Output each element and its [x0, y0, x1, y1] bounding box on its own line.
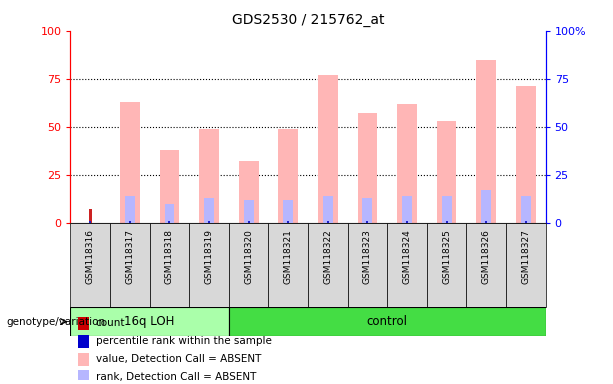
Bar: [525, 221, 527, 223]
Bar: [506, 223, 546, 307]
Text: GSM118321: GSM118321: [284, 230, 293, 285]
Bar: [78, 353, 89, 366]
Text: GSM118318: GSM118318: [165, 230, 174, 285]
Text: GSM118320: GSM118320: [244, 230, 253, 285]
Bar: [248, 221, 249, 223]
Bar: [476, 60, 496, 223]
Text: GSM118325: GSM118325: [442, 230, 451, 285]
Text: count: count: [96, 318, 125, 328]
Bar: [348, 223, 387, 307]
Text: GSM118316: GSM118316: [86, 230, 95, 285]
Bar: [446, 221, 447, 223]
Bar: [70, 307, 229, 336]
Bar: [89, 221, 91, 223]
Bar: [327, 221, 329, 223]
Bar: [229, 307, 546, 336]
Bar: [164, 204, 175, 223]
Bar: [120, 102, 140, 223]
Bar: [204, 198, 214, 223]
Bar: [70, 223, 110, 307]
Bar: [78, 334, 89, 348]
Text: percentile rank within the sample: percentile rank within the sample: [96, 336, 272, 346]
Bar: [397, 104, 417, 223]
Bar: [516, 86, 536, 223]
Text: GSM118317: GSM118317: [126, 230, 134, 285]
Bar: [466, 223, 506, 307]
Text: rank, Detection Call = ABSENT: rank, Detection Call = ABSENT: [96, 372, 256, 382]
Text: GSM118322: GSM118322: [323, 230, 332, 284]
Text: GSM118327: GSM118327: [521, 230, 530, 285]
Bar: [189, 223, 229, 307]
Bar: [89, 209, 92, 223]
Bar: [481, 190, 491, 223]
Text: genotype/variation: genotype/variation: [6, 316, 105, 327]
Bar: [436, 121, 457, 223]
Bar: [244, 200, 254, 223]
Text: GSM118319: GSM118319: [205, 230, 213, 285]
Bar: [229, 223, 268, 307]
Text: value, Detection Call = ABSENT: value, Detection Call = ABSENT: [96, 354, 261, 364]
Bar: [318, 75, 338, 223]
Bar: [238, 161, 259, 223]
Bar: [208, 221, 210, 223]
Bar: [406, 221, 408, 223]
Title: GDS2530 / 215762_at: GDS2530 / 215762_at: [232, 13, 384, 27]
Text: GSM118326: GSM118326: [482, 230, 490, 285]
Bar: [278, 129, 298, 223]
Text: 16q LOH: 16q LOH: [124, 315, 175, 328]
Bar: [387, 223, 427, 307]
Text: GSM118323: GSM118323: [363, 230, 372, 285]
Text: GSM118324: GSM118324: [403, 230, 411, 284]
Bar: [150, 223, 189, 307]
Bar: [169, 221, 170, 223]
Bar: [308, 223, 348, 307]
Bar: [78, 371, 89, 384]
Bar: [402, 196, 412, 223]
Bar: [159, 150, 180, 223]
Bar: [367, 221, 368, 223]
Bar: [521, 196, 531, 223]
Bar: [199, 129, 219, 223]
Bar: [268, 223, 308, 307]
Bar: [323, 196, 333, 223]
Bar: [427, 223, 466, 307]
Bar: [129, 221, 131, 223]
Bar: [125, 196, 135, 223]
Bar: [110, 223, 150, 307]
Bar: [78, 316, 89, 330]
Text: control: control: [367, 315, 408, 328]
Bar: [441, 196, 452, 223]
Bar: [357, 113, 378, 223]
Bar: [485, 221, 487, 223]
Bar: [287, 221, 289, 223]
Bar: [283, 200, 293, 223]
Bar: [362, 198, 372, 223]
